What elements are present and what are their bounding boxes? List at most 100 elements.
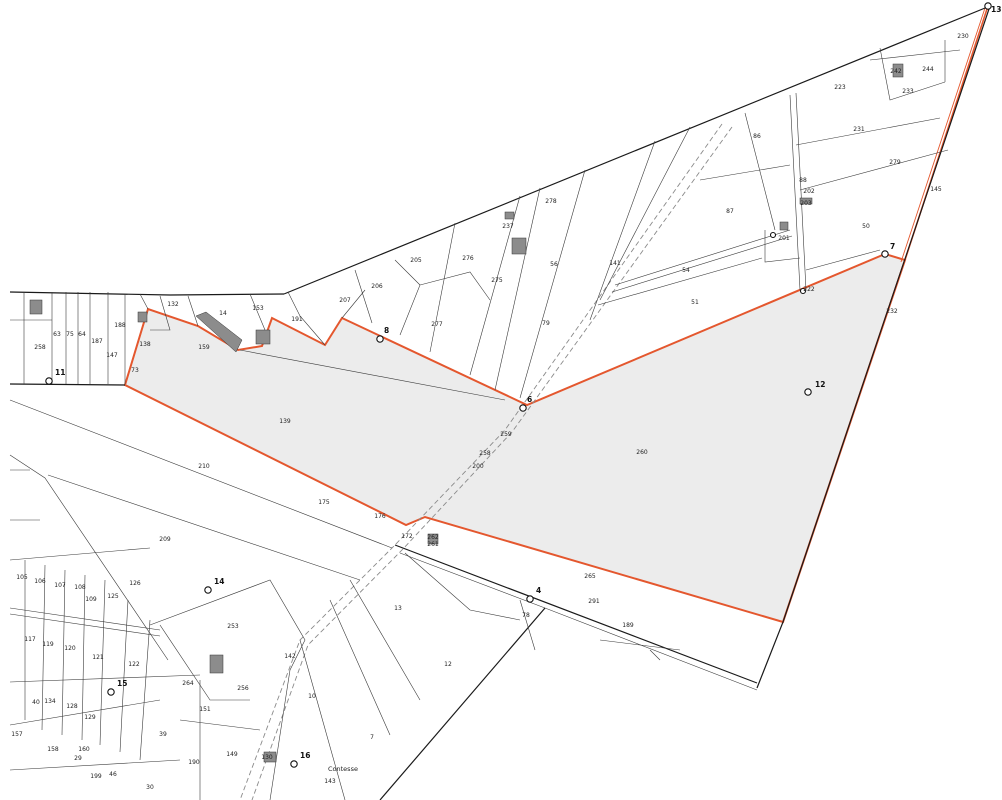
parcel-number-label: 108	[74, 584, 86, 591]
parcel-number-label: 188	[114, 322, 126, 329]
parcel-number-label: 79	[542, 320, 550, 327]
parcel-number-label: 278	[545, 198, 557, 205]
parcel-number-label: 14	[219, 310, 227, 317]
parcel-number-label: 141	[609, 260, 621, 267]
parcel-number-label: 39	[159, 731, 167, 738]
parcel-number-label: 147	[106, 352, 118, 359]
survey-marker[interactable]	[799, 287, 807, 295]
parcel-number-label: 30	[146, 784, 154, 791]
major-boundaries	[9, 5, 991, 800]
northwest-boundary	[9, 291, 285, 296]
survey-point-label: 15	[117, 679, 127, 688]
parcel-number-label: 275	[491, 277, 503, 284]
building	[209, 654, 224, 674]
survey-marker[interactable]	[769, 231, 777, 239]
survey-point-label: 14	[214, 577, 224, 586]
parcel-number-label: 120	[64, 645, 76, 652]
parcel-number-label: 56	[550, 261, 558, 268]
parcel-number-label: 107	[54, 582, 66, 589]
parcel-number-label: 139	[279, 418, 291, 425]
parcel-number-label: 260	[636, 449, 648, 456]
channel-line	[239, 123, 723, 800]
parcel-number-label: 209	[159, 536, 171, 543]
parcel-number-label: 117	[24, 636, 36, 643]
parcel-number-label: 242	[890, 68, 902, 75]
survey-point-marker[interactable]	[804, 388, 812, 396]
survey-point-marker[interactable]	[526, 595, 534, 603]
parcel-number-label: 258	[479, 450, 491, 457]
survey-point-label: 6	[527, 395, 532, 404]
building	[255, 329, 271, 345]
parcel-number-label: 73	[131, 367, 139, 374]
survey-point-label: 11	[55, 368, 65, 377]
parcel-number-label: 232	[886, 308, 898, 315]
parcel-number-label: 244	[922, 66, 934, 73]
parcel-number-label: 191	[291, 316, 303, 323]
parcel-number-label: 10	[308, 693, 316, 700]
parcel-number-label: 149	[226, 751, 238, 758]
parcel-number-label: 63	[53, 331, 61, 338]
survey-point-label: 16	[300, 751, 310, 760]
parcel-number-label: 121	[92, 654, 104, 661]
survey-point-label: 8	[384, 326, 389, 335]
parcel-number-label: 233	[902, 88, 914, 95]
southwest-boundary	[379, 607, 546, 800]
parcel-number-label: 279	[889, 159, 901, 166]
parcel-number-label: 256	[237, 685, 249, 692]
parcel-number-label: 157	[11, 731, 23, 738]
parcel-number-label: 40	[32, 699, 40, 706]
parcel-number-label: 138	[139, 341, 151, 348]
building	[195, 311, 243, 353]
survey-point-marker[interactable]	[881, 250, 889, 258]
parcel-number-label: 253	[227, 623, 239, 630]
parcel-number-label: 78	[522, 612, 530, 619]
survey-point-marker[interactable]	[45, 377, 53, 385]
parcel-number-label: 145	[930, 186, 942, 193]
survey-point-marker[interactable]	[519, 404, 527, 412]
parcel-number-label: 203	[800, 200, 812, 207]
parcel-number-label: 54	[682, 267, 690, 274]
survey-point-marker[interactable]	[204, 586, 212, 594]
parcel-number-label: 277	[431, 321, 443, 328]
building	[427, 533, 439, 545]
survey-point-marker[interactable]	[107, 688, 115, 696]
parcel-number-label: 201	[778, 235, 790, 242]
parcel-number-label: 125	[107, 593, 119, 600]
parcel-number-label: 29	[74, 755, 82, 762]
survey-point-label: 7	[890, 242, 895, 251]
parcel-number-label: 222	[803, 286, 815, 293]
parcel-number-label: 12	[444, 661, 452, 668]
parcel-number-label: 230	[957, 33, 969, 40]
parcel-number-label: 105	[16, 574, 28, 581]
survey-point-marker[interactable]	[290, 760, 298, 768]
parcel-number-label: 231	[853, 126, 865, 133]
parcel-number-label: 206	[371, 283, 383, 290]
parcel-number-label: 129	[84, 714, 96, 721]
highlighted-area[interactable]	[123, 252, 907, 624]
survey-point-marker[interactable]	[376, 335, 384, 343]
parcel-number-label: 106	[34, 578, 46, 585]
parcel-number-label: 122	[128, 661, 140, 668]
survey-point-label: 13	[991, 5, 1001, 14]
parcel-number-label: 259	[500, 431, 512, 438]
parcel-number-label: 189	[622, 622, 634, 629]
parcel-number-label: 176	[374, 513, 386, 520]
parcel-number-label: 265	[584, 573, 596, 580]
area-boundary-line	[900, 7, 986, 263]
parcel-number-label: 237	[502, 223, 514, 230]
parcel-number-label: 128	[66, 703, 78, 710]
parcel-number-label: 153	[252, 305, 264, 312]
building	[137, 311, 148, 323]
parcel-number-label: 158	[47, 746, 59, 753]
parcel-number-label: 172	[401, 533, 413, 540]
parcel-number-label: 88	[799, 177, 807, 184]
buildings	[29, 63, 904, 763]
survey-point-marker[interactable]	[984, 2, 992, 10]
parcel-number-label: 142	[284, 653, 296, 660]
parcel-number-label: 199	[90, 773, 102, 780]
parcel-number-label: 143	[324, 778, 336, 785]
channel-line	[251, 126, 733, 800]
